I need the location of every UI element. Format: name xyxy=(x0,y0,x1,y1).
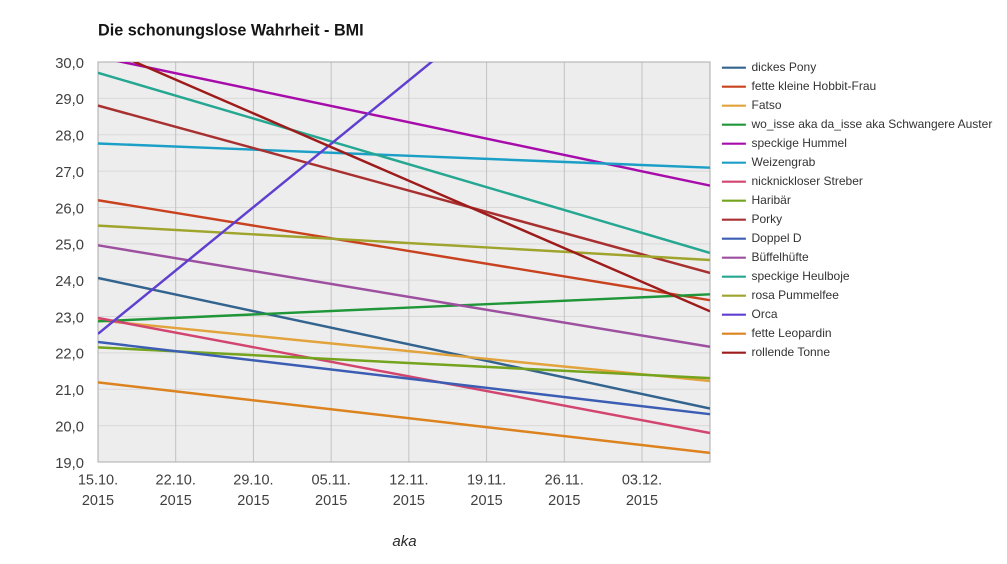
svg-text:26,0: 26,0 xyxy=(55,201,84,217)
svg-text:2015: 2015 xyxy=(626,493,658,509)
svg-text:rollende Tonne: rollende Tonne xyxy=(752,345,831,359)
svg-text:24,0: 24,0 xyxy=(55,274,84,290)
svg-text:25,0: 25,0 xyxy=(55,238,84,254)
svg-text:12.11.: 12.11. xyxy=(389,473,428,489)
svg-text:26.11.: 26.11. xyxy=(545,473,584,489)
svg-text:2015: 2015 xyxy=(548,493,580,509)
svg-text:2015: 2015 xyxy=(470,493,502,509)
svg-text:Orca: Orca xyxy=(752,307,778,321)
svg-text:05.11.: 05.11. xyxy=(312,473,351,489)
svg-text:2015: 2015 xyxy=(315,493,347,509)
svg-text:29.10.: 29.10. xyxy=(233,473,273,489)
svg-text:19,0: 19,0 xyxy=(55,456,84,472)
svg-text:Porky: Porky xyxy=(752,212,783,226)
svg-text:30,0: 30,0 xyxy=(55,56,84,72)
svg-text:2015: 2015 xyxy=(82,493,114,509)
svg-text:20,0: 20,0 xyxy=(55,419,84,435)
svg-text:2015: 2015 xyxy=(237,493,269,509)
svg-text:wo_isse aka da_isse aka Schwan: wo_isse aka da_isse aka Schwangere Auste… xyxy=(751,117,993,131)
svg-text:23,0: 23,0 xyxy=(55,310,84,326)
svg-text:29,0: 29,0 xyxy=(55,92,84,108)
svg-text:rosa Pummelfee: rosa Pummelfee xyxy=(752,288,840,302)
svg-text:speckige Heulboje: speckige Heulboje xyxy=(752,269,850,283)
svg-text:dickes Pony: dickes Pony xyxy=(752,60,817,74)
svg-text:22.10.: 22.10. xyxy=(156,473,196,489)
svg-text:Weizengrab: Weizengrab xyxy=(752,155,816,169)
svg-text:fette Leopardin: fette Leopardin xyxy=(752,326,832,340)
svg-text:2015: 2015 xyxy=(393,493,425,509)
svg-text:Die schonungslose Wahrheit - B: Die schonungslose Wahrheit - BMI xyxy=(98,22,364,40)
svg-text:22,0: 22,0 xyxy=(55,347,84,363)
svg-text:19.11.: 19.11. xyxy=(467,473,506,489)
svg-text:Haribär: Haribär xyxy=(752,193,791,207)
svg-text:2015: 2015 xyxy=(160,493,192,509)
svg-text:aka: aka xyxy=(392,533,416,550)
svg-text:Fatso: Fatso xyxy=(752,98,782,112)
svg-text:15.10.: 15.10. xyxy=(78,473,118,489)
svg-text:Doppel D: Doppel D xyxy=(752,231,802,245)
svg-text:28,0: 28,0 xyxy=(55,129,84,145)
svg-text:fette kleine Hobbit-Frau: fette kleine Hobbit-Frau xyxy=(752,79,877,93)
svg-text:21,0: 21,0 xyxy=(55,383,84,399)
svg-text:03.12.: 03.12. xyxy=(622,473,662,489)
svg-text:27,0: 27,0 xyxy=(55,165,84,181)
svg-text:speckige Hummel: speckige Hummel xyxy=(752,136,847,150)
svg-text:Büffelhüfte: Büffelhüfte xyxy=(752,250,809,264)
svg-text:nicknickloser Streber: nicknickloser Streber xyxy=(752,174,863,188)
